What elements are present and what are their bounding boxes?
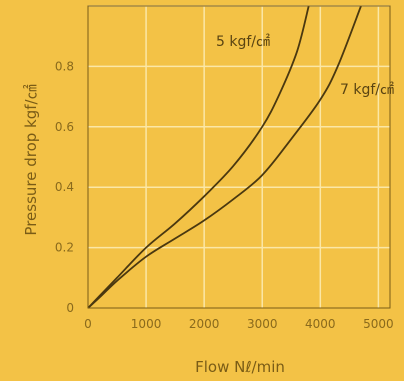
x-axis-title: Flow Nℓ/min bbox=[195, 358, 285, 376]
y-tick-label: 0.6 bbox=[55, 120, 74, 134]
x-tick-label: 5000 bbox=[363, 317, 394, 331]
y-tick-label: 0.8 bbox=[55, 59, 74, 73]
series-line-1 bbox=[87, 5, 362, 309]
y-tick-label: 0 bbox=[66, 301, 74, 315]
x-axis-ticks: 0 1000 2000 3000 4000 5000 bbox=[84, 317, 393, 331]
x-tick-label: 1000 bbox=[131, 317, 162, 331]
series-labels: 5 kgf/㎠ 7 kgf/㎠ bbox=[216, 34, 394, 98]
x-tick-label: 2000 bbox=[189, 317, 220, 331]
x-tick-label: 0 bbox=[84, 317, 92, 331]
y-tick-label: 0.4 bbox=[55, 180, 74, 194]
plot-frame bbox=[87, 5, 391, 309]
x-tick-label: 4000 bbox=[305, 317, 336, 331]
x-tick-label: 3000 bbox=[247, 317, 278, 331]
series-label-1: 7 kgf/㎠ bbox=[340, 82, 394, 98]
series-lines bbox=[87, 5, 362, 309]
y-axis-ticks: 0 0.2 0.4 0.6 0.8 bbox=[55, 59, 74, 315]
y-axis-title: Pressure drop kgf/㎠ bbox=[22, 84, 40, 235]
series-label-0: 5 kgf/㎠ bbox=[216, 34, 270, 50]
series-line-0 bbox=[87, 5, 310, 309]
y-tick-label: 0.2 bbox=[55, 241, 74, 255]
